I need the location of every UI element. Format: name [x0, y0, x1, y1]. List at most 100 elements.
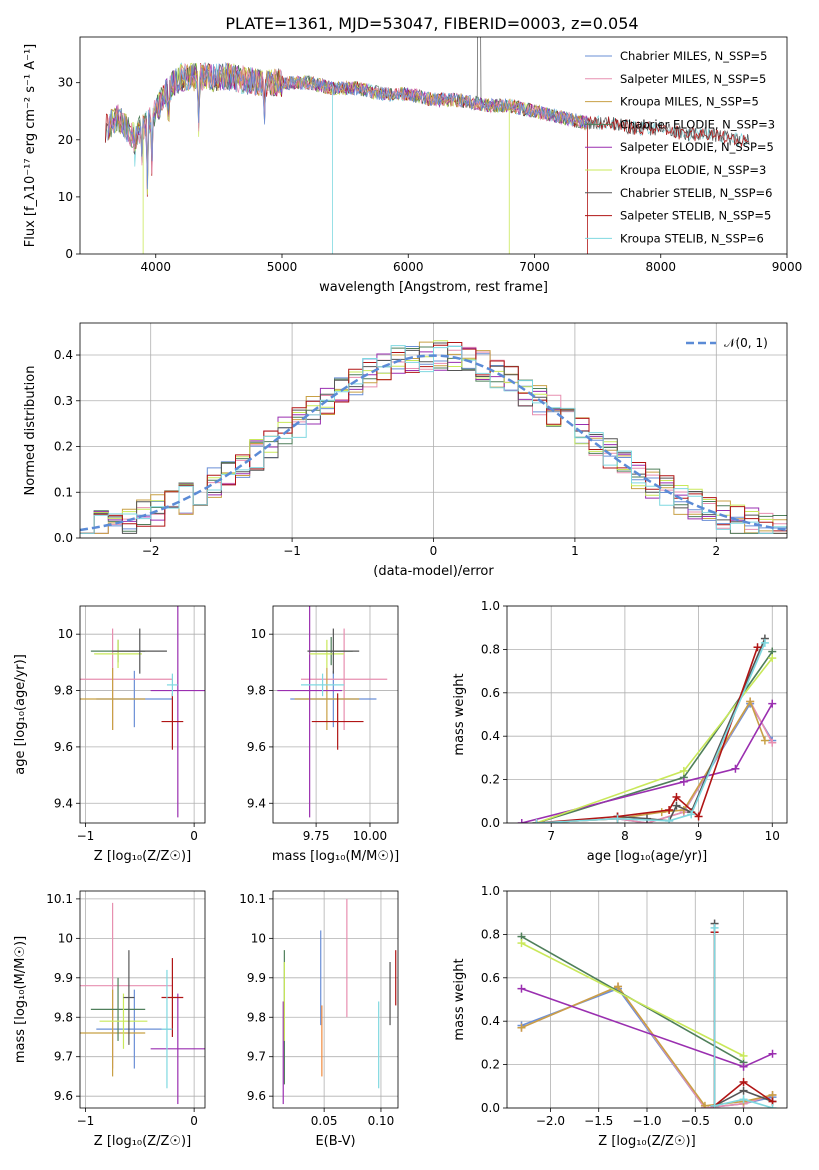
axes-frame [79, 322, 788, 539]
tick-label-x: 8 [621, 829, 629, 843]
legend-label: Kroupa STELIB, N_SSP=6 [620, 231, 764, 245]
tick-label-y: 10.1 [46, 892, 73, 906]
tick-label-y: 9.8 [247, 684, 266, 698]
legend-label: Kroupa MILES, N_SSP=5 [620, 95, 759, 109]
tick-label-y: 9.9 [54, 971, 73, 985]
panel-massweight-vs-Z: −2.0 −1.5 −1.0 −0.5 0.0 0.0 0.2 0.4 0.6 0.8 1.0 Z [… [452, 884, 788, 1149]
legend-label: 𝒩(0, 1) [724, 336, 768, 350]
normal-curve [80, 354, 787, 532]
tick-label-y: 9.6 [247, 740, 266, 754]
tick-label-x: 0 [190, 829, 198, 843]
legend-label: Salpeter STELIB, N_SSP=5 [620, 209, 771, 223]
axes-frame [506, 605, 788, 824]
tick-label-x: −2.0 [536, 1114, 565, 1128]
tick-label-y: 9.4 [54, 796, 73, 810]
tick-label-x: 9000 [772, 260, 803, 274]
tick-label-y: 1.0 [481, 599, 500, 613]
legend-label: Chabrier MILES, N_SSP=5 [620, 49, 767, 63]
tick-label-y: 0.2 [481, 1058, 500, 1072]
y-axis-label: Normed distribution [23, 366, 38, 496]
tick-label-x: 8000 [645, 260, 676, 274]
legend-label: Chabrier ELODIE, N_SSP=3 [620, 117, 775, 131]
tick-label-y: 9.6 [54, 1089, 73, 1103]
legend-label: Kroupa ELODIE, N_SSP=3 [620, 163, 766, 177]
tick-label-y: 9.6 [54, 740, 73, 754]
tick-label-x: 7000 [519, 260, 550, 274]
tick-label-y: 0.0 [481, 816, 500, 830]
panel-mass-vs-EBV: 0.05 0.10 9.6 9.7 9.8 9.9 10 10.1 E(B-V) [239, 890, 399, 1149]
plot-area [277, 606, 388, 818]
spectrum-line [107, 61, 588, 190]
tick-label-x: 0.05 [311, 1114, 338, 1128]
tick-label-y: 0.1 [54, 485, 73, 499]
legend-label: Salpeter MILES, N_SSP=5 [620, 72, 766, 86]
tick-label-x: 10 [765, 829, 780, 843]
tick-label-y: 30 [58, 76, 73, 90]
tick-label-y: 9.9 [247, 971, 266, 985]
panel-mass-vs-Z: −1 0 9.6 9.7 9.8 9.9 10 10.1 Z [log₁₀(Z/Z☉)] mass… [13, 890, 206, 1149]
tick-label-y: 0 [65, 247, 73, 261]
tick-label-x: −1.5 [584, 1114, 613, 1128]
tick-label-x: −1 [77, 1114, 95, 1128]
tick-label-x: 0 [430, 544, 438, 558]
tick-label-y: 0.2 [481, 773, 500, 787]
tick-label-y: 9.8 [54, 684, 73, 698]
panels: 4000 5000 6000 7000 8000 90000102030wavelengt… [13, 36, 803, 1149]
axes-frame [506, 890, 788, 1109]
figure-title: PLATE=1361, MJD=53047, FIBERID=0003, z=0… [225, 14, 638, 33]
x-axis-label: Z [log₁₀(Z/Z☉)] [598, 1134, 695, 1149]
tick-label-x: 9 [695, 829, 703, 843]
tick-label-y: 10 [58, 931, 73, 945]
tick-label-y: 9.8 [247, 1010, 266, 1024]
tick-label-x: 2 [712, 544, 720, 558]
tick-label-y: 10 [251, 931, 266, 945]
tick-label-y: 10 [251, 627, 266, 641]
y-axis-label: mass weight [452, 958, 467, 1040]
tick-label-x: 10.00 [353, 829, 387, 843]
tick-label-y: 10.1 [239, 892, 266, 906]
tick-label-x: 0 [190, 1114, 198, 1128]
series-line [536, 646, 759, 823]
tick-label-y: 9.7 [54, 1050, 73, 1064]
plot-area [80, 902, 205, 1105]
tick-label-y: 0.0 [54, 531, 73, 545]
tick-label-x: 4000 [140, 260, 171, 274]
series-line [617, 638, 766, 822]
x-axis-label: age [log₁₀(age/yr)] [587, 849, 708, 864]
plot-area [104, 37, 750, 254]
tick-label-y: 0.8 [481, 642, 500, 656]
tick-label-y: 0.6 [481, 686, 500, 700]
tick-label-y: 9.6 [247, 1089, 266, 1103]
tick-label-x: 1 [571, 544, 579, 558]
tick-label-x: 0.10 [368, 1114, 395, 1128]
tick-label-x: 0.0 [734, 1114, 753, 1128]
panel-age-vs-mass: 9.75 10.00 9.4 9.6 9.8 10 mass [log₁₀(M/M☉)] [247, 605, 399, 864]
tick-label-y: 9.7 [247, 1050, 266, 1064]
panel-massweight-vs-age: 7 8 9 10 0.0 0.2 0.4 0.6 0.8 1.0 age [log₁₀(age/yr… [452, 599, 788, 864]
tick-label-x: −1.0 [632, 1114, 661, 1128]
tick-label-y: 0.3 [54, 394, 73, 408]
tick-label-y: 10 [58, 190, 73, 204]
tick-label-x: 5000 [267, 260, 298, 274]
tick-label-x: −1 [77, 829, 95, 843]
tick-label-y: 9.4 [247, 796, 266, 810]
plot-area [80, 606, 205, 818]
series-line [521, 942, 744, 1057]
axes-frame [79, 36, 788, 255]
plot-area [517, 634, 777, 823]
y-axis-label: Flux [f_λ10⁻¹⁷ erg cm⁻² s⁻¹ A⁻¹] [23, 44, 38, 248]
y-axis-label: mass weight [452, 673, 467, 755]
x-axis-label: Z [log₁₀(Z/Z☉)] [94, 849, 191, 864]
tick-label-y: 20 [58, 133, 73, 147]
tick-label-y: 9.8 [54, 1010, 73, 1024]
legend-label: Salpeter ELODIE, N_SSP=5 [620, 140, 774, 154]
series-line [521, 703, 773, 823]
tick-label-x: 6000 [393, 260, 424, 274]
tick-label-y: 0.0 [481, 1101, 500, 1115]
panel-spectrum: 4000 5000 6000 7000 8000 9000 0 10 20 30 wavelengt… [23, 36, 803, 295]
legend-label: Chabrier STELIB, N_SSP=6 [620, 186, 772, 200]
axes-frame [272, 605, 399, 824]
tick-label-x: 9.75 [303, 829, 330, 843]
